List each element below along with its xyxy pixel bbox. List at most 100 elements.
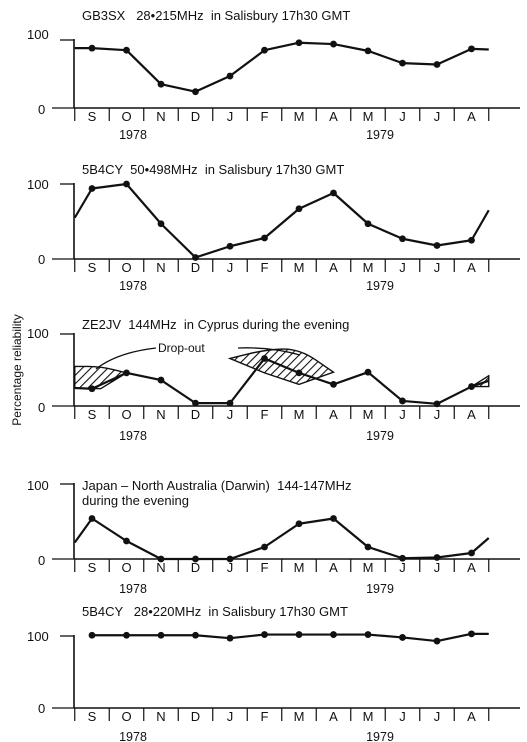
panel-1-month-label: A [329, 109, 338, 124]
panel-3-data-point [399, 397, 406, 405]
panel-2-data-point [157, 220, 165, 228]
panel-4-month-label: M [363, 560, 374, 575]
panel-1-year-1979: 1979 [366, 128, 394, 142]
panel-1-data-point [88, 44, 96, 52]
panel-4-data-point [295, 520, 303, 528]
panel-5-title: 5B4CY 28•220MHz in Salisbury 17h30 GMT [82, 604, 348, 619]
panel-5-data-point [330, 631, 337, 638]
panel-4-data-point [330, 515, 337, 522]
panel-4-ytick-100: 100 [27, 478, 49, 493]
panel-4-year-1979: 1979 [366, 582, 394, 596]
panel-5-month-label: A [329, 709, 338, 724]
panel-2-data-point [364, 220, 372, 228]
dropout-annotation: Drop-out [158, 341, 205, 355]
panel-1-axes [52, 39, 520, 121]
panel-2-data-point [261, 234, 268, 242]
panel-2-month-label: S [88, 260, 97, 275]
panel-3-data-point [261, 355, 268, 362]
panel-3-month-label: F [261, 407, 269, 422]
panel-3-series [74, 355, 490, 408]
panel-2-data-point [433, 242, 441, 249]
panel-2-data-point [123, 180, 130, 188]
panel-4-title: Japan – North Australia (Darwin) 144-147… [82, 478, 352, 493]
panel-4-data-point [399, 554, 406, 562]
panel-4-data-point [226, 555, 234, 563]
panel-5-data-point [295, 631, 303, 638]
panel-1-data-point [330, 40, 337, 48]
panel-5-month-label: A [467, 709, 476, 724]
panel-2-month-label: F [261, 260, 269, 275]
panel-3-data-point [433, 400, 441, 408]
panel-1-month-label: F [261, 109, 269, 124]
panel-5-axes [52, 635, 520, 721]
panel-5-series-line [92, 632, 489, 643]
panel-5-month-label: J [434, 709, 441, 724]
panel-2-series-line [73, 182, 490, 259]
panel-3-series-line [74, 357, 490, 405]
panel-1-data-point [364, 47, 372, 55]
panel-3-month-label: J [227, 407, 234, 422]
dropout-leader-right [237, 347, 301, 356]
panel-3-month-label: S [88, 407, 97, 422]
panel-2-title: 5B4CY 50•498MHz in Salisbury 17h30 GMT [82, 162, 344, 177]
panel-1-month-label: A [467, 109, 476, 124]
panel-4-month-label: D [191, 560, 200, 575]
panel-5-month-label: O [121, 709, 131, 724]
panel-5-month-label: D [191, 709, 200, 724]
panel-4-month-label: M [294, 560, 305, 575]
panel-5-ytick-0: 0 [38, 701, 45, 716]
panel-4-data-point [364, 543, 372, 551]
panel-2-year-1979: 1979 [366, 279, 394, 293]
panel-3-month-label: D [191, 407, 200, 422]
panel-2-month-label: J [399, 260, 406, 275]
panel-1-series-line [74, 41, 489, 93]
panel-3-year-1979: 1979 [366, 429, 394, 443]
panel-3-data-point [364, 368, 372, 376]
panel-1-month-label: J [399, 109, 406, 124]
panel-3-data-point [157, 376, 165, 384]
panel-3-month-label: O [121, 407, 131, 422]
panel-3-data-point [88, 385, 96, 393]
panel-3-data-point [192, 399, 199, 407]
panel-5-data-point [192, 631, 199, 639]
panel-1-month-label: O [121, 109, 131, 124]
panel-4-month-label: J [434, 560, 441, 575]
panel-2-month-label: O [121, 260, 131, 275]
panel-5-month-label: J [227, 709, 234, 724]
panel-1-data-point [399, 59, 406, 67]
panel-5-month-label: F [261, 709, 269, 724]
panel-5-data-point [399, 634, 406, 641]
panel-4-data-point [261, 543, 268, 551]
panel-1-data-point [157, 80, 165, 88]
panel-2-data-point [88, 185, 96, 192]
panel-2-series [73, 180, 490, 261]
panel-1-title: GB3SX 28•215MHz in Salisbury 17h30 GMT [82, 8, 350, 23]
panel-4-data-point [157, 555, 165, 563]
panel-1-ytick-100: 100 [27, 27, 49, 42]
panel-3-data-point [226, 399, 234, 407]
panel-5-data-point [364, 631, 372, 638]
panel-2-month-label: M [363, 260, 374, 275]
panel-3-data-point [468, 383, 475, 390]
panel-1-month-label: S [88, 109, 97, 124]
panel-4-ytick-0: 0 [38, 553, 45, 568]
panel-3: ZE2JV 144MHz in Cyprus during the evenin… [27, 317, 520, 443]
panel-1-data-point [295, 39, 303, 47]
panel-4-series-line [73, 517, 490, 561]
panel-5-series [88, 630, 489, 645]
panel-4-subtitle: during the evening [82, 493, 189, 508]
panel-1-data-point [123, 46, 130, 54]
panel-4-data-point [192, 555, 199, 563]
panel-2-data-point [226, 242, 234, 250]
panel-5-data-point [88, 631, 96, 639]
panel-2-month-label: A [329, 260, 338, 275]
panel-5-data-point [157, 631, 165, 639]
panel-4-month-label: J [227, 560, 234, 575]
panel-5-data-point [433, 637, 441, 645]
panel-2-data-point [399, 235, 406, 243]
panel-4-data-point [88, 515, 96, 522]
panel-1-data-point [226, 72, 234, 80]
